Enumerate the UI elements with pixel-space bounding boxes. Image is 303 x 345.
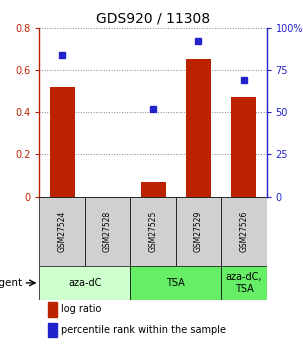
Bar [130,197,176,266]
Text: percentile rank within the sample: percentile rank within the sample [61,325,226,335]
Bar [186,59,211,197]
Text: GSM27524: GSM27524 [58,210,67,252]
Text: log ratio: log ratio [61,304,102,314]
Bar [130,266,221,300]
Bar [39,197,85,266]
Text: GSM27525: GSM27525 [148,210,158,252]
Bar [39,266,130,300]
Title: GDS920 / 11308: GDS920 / 11308 [96,11,210,25]
Bar [48,323,57,337]
Bar [141,182,165,197]
Bar [221,197,267,266]
Bar [221,266,267,300]
Text: GSM27528: GSM27528 [103,210,112,252]
Bar [176,197,221,266]
Text: aza-dC,
TSA: aza-dC, TSA [226,272,262,294]
Bar [85,197,130,266]
Bar [48,302,57,317]
Text: GSM27526: GSM27526 [239,210,248,252]
Text: TSA: TSA [166,278,185,288]
Text: agent: agent [0,278,23,288]
Text: aza-dC: aza-dC [68,278,102,288]
Text: GSM27529: GSM27529 [194,210,203,252]
Bar [50,87,75,197]
Bar [231,97,256,197]
